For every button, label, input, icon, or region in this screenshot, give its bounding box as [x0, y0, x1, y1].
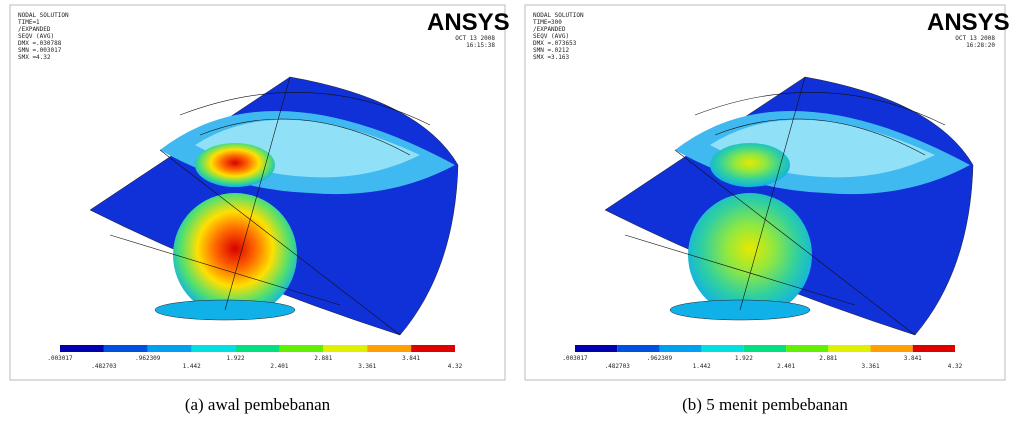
header-line: NODAL SOLUTION [18, 12, 69, 19]
header-line: SMN =.003017 [18, 47, 62, 54]
legend-label: .003017 [47, 355, 73, 362]
legend-label: .482703 [91, 363, 117, 370]
header-line: SMX =4.32 [18, 54, 51, 61]
hot-zone [688, 193, 812, 317]
header-line: /EXPANDED [18, 26, 51, 33]
legend-swatch [870, 345, 913, 352]
legend-swatch [743, 345, 787, 352]
header-line: /EXPANDED [533, 26, 566, 33]
hot-zone [173, 193, 297, 317]
ansys-logo: ANSYS [427, 9, 510, 36]
header-line: DMX =.030788 [18, 40, 62, 47]
legend-swatch [659, 345, 702, 352]
hot-zone-upper [195, 143, 275, 187]
legend-label: 3.841 [402, 355, 420, 362]
legend-label: 1.922 [227, 355, 245, 362]
legend-swatch [191, 345, 236, 352]
legend-swatch [367, 345, 412, 352]
header-line: TIME=1 [18, 19, 40, 26]
legend-swatch [103, 345, 148, 352]
header-line: SMN =.0212 [533, 47, 570, 54]
legend-label: 1.922 [735, 355, 753, 362]
legend-swatch [60, 345, 104, 352]
caption: (b) 5 menit pembebanan [682, 395, 848, 414]
legend-label: 2.881 [314, 355, 332, 362]
legend-label: 3.841 [904, 355, 922, 362]
legend-label: 1.442 [693, 363, 711, 370]
caption: (a) awal pembebanan [185, 395, 331, 414]
legend-label: .003017 [562, 355, 588, 362]
date: OCT 13 2008 [455, 35, 495, 42]
legend-swatch [235, 345, 280, 352]
time: 16:15:38 [466, 42, 495, 49]
legend-label: 2.881 [819, 355, 837, 362]
legend-label: .482703 [605, 363, 631, 370]
legend-swatch [617, 345, 660, 352]
legend-label: 1.442 [183, 363, 201, 370]
header-line: SMX =3.163 [533, 54, 570, 61]
legend-label: 3.361 [862, 363, 880, 370]
legend-swatch [575, 345, 618, 352]
ansys-logo: ANSYS [927, 9, 1010, 36]
legend-label: 3.361 [358, 363, 376, 370]
legend-label: 2.401 [777, 363, 795, 370]
mesh-lines [624, 76, 946, 336]
legend-label: .962309 [135, 355, 161, 362]
header-line: SEQV (AVG) [533, 33, 569, 40]
legend-swatch [912, 345, 955, 352]
header-line: NODAL SOLUTION [533, 12, 584, 19]
mesh-lines [109, 76, 431, 336]
legend-label: 2.401 [270, 363, 288, 370]
legend-swatch [323, 345, 368, 352]
legend-swatch [147, 345, 192, 352]
legend-swatch [279, 345, 324, 352]
legend-swatch [786, 345, 829, 352]
legend-label: 4.32 [948, 363, 963, 370]
legend-label: 4.32 [448, 363, 463, 370]
legend-label: .962309 [647, 355, 673, 362]
header-line: SEQV (AVG) [18, 33, 54, 40]
date: OCT 13 2008 [955, 35, 995, 42]
legend-swatch [828, 345, 871, 352]
header-line: DMX =.073653 [533, 40, 577, 47]
legend-swatch [701, 345, 744, 352]
header-line: TIME=300 [533, 19, 562, 26]
legend-swatch [411, 345, 455, 352]
hot-zone-upper [710, 143, 790, 187]
time: 16:28:20 [966, 42, 995, 49]
